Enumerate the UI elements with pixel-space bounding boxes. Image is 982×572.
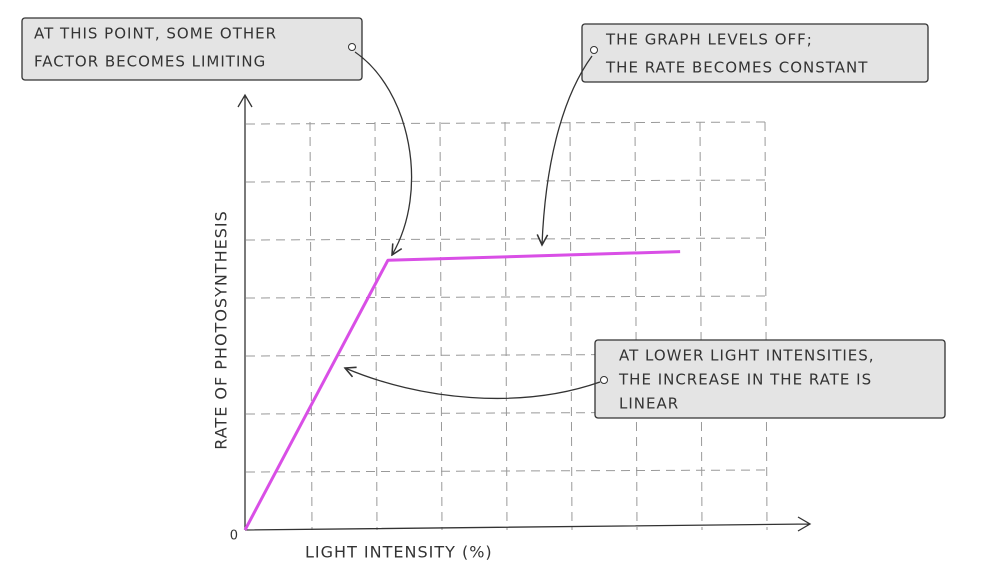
grid-line [245,121,771,125]
grid-line [245,237,771,241]
y-axis [237,93,253,530]
grid-line [245,179,771,183]
annotation-arrow [354,51,413,255]
annotation-arrow [542,55,593,245]
x-axis [244,516,812,532]
x-axis-label: LIGHT INTENSITY (%) [305,543,493,562]
grid-line [569,121,573,531]
grid-line [374,121,378,531]
annotation-text: AT THIS POINT, SOME OTHER [34,25,277,43]
annotation-text: THE INCREASE IN THE RATE IS [618,371,872,389]
annotation-box [594,339,946,419]
y-axis-label: RATE OF PHOTOSYNTHESIS [212,210,231,450]
grid-line [504,121,508,531]
annotation-text: LINEAR [619,395,679,413]
grid-line [764,121,768,531]
grid [245,121,771,531]
annotation-arrow [345,368,601,400]
annotation-box [21,17,363,81]
annotation-dot [590,46,598,54]
grid-line [699,121,703,531]
grid-line [245,469,771,473]
data-line [243,250,681,531]
annotation-text: THE GRAPH LEVELS OFF; [605,31,813,49]
annotation-dot [600,376,608,384]
y-tick-label: 0 [230,529,239,544]
annotation-dot [348,43,356,51]
annotation-text: AT LOWER LIGHT INTENSITIES, [619,347,875,365]
grid-line [245,295,771,299]
annotation-box [581,23,929,83]
grid-line [439,121,443,531]
grid-line [309,121,313,531]
annotation-text: FACTOR BECOMES LIMITING [34,53,266,71]
annotation-text: THE RATE BECOMES CONSTANT [605,59,868,77]
grid-line [634,121,638,531]
